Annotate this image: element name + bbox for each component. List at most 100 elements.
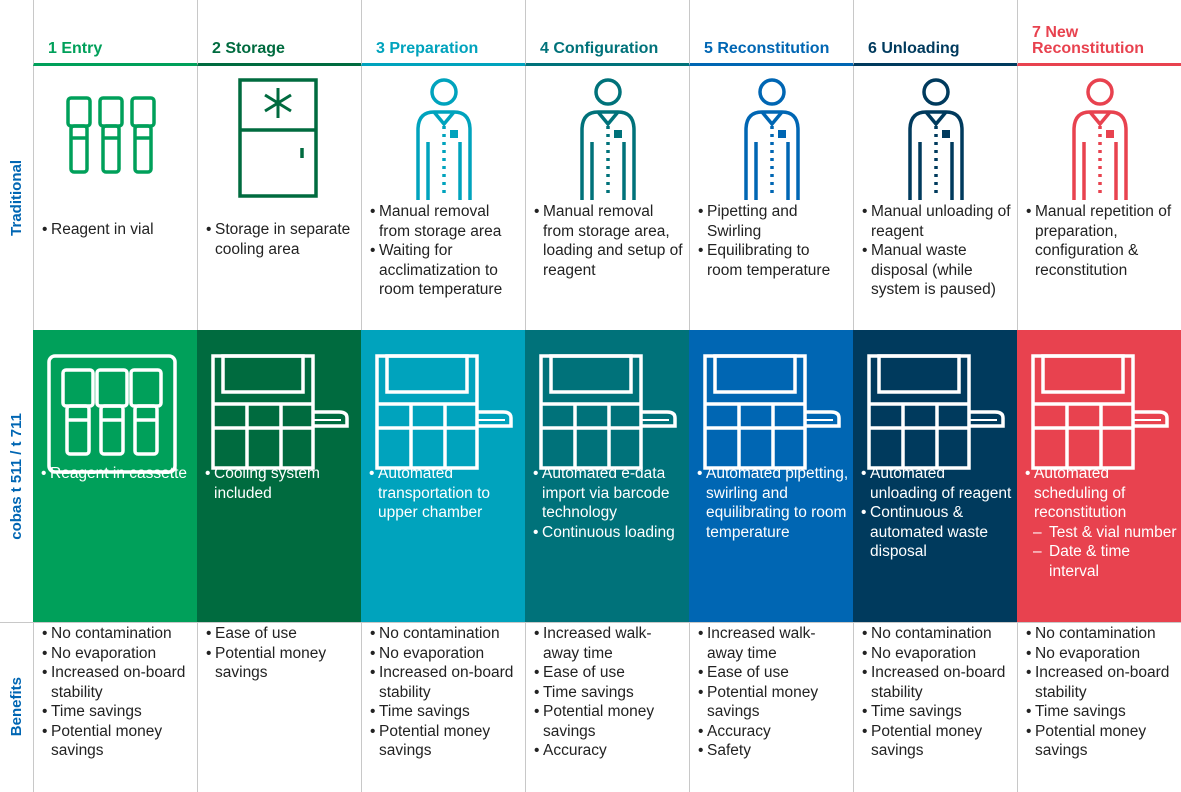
bullet-item: Time savings (370, 702, 521, 722)
sub-item: Date & time interval (1025, 542, 1177, 581)
bullet-item: Increased on-board stability (862, 663, 1013, 702)
bullet-item: Increased on-board stability (370, 663, 521, 702)
bullet-item: Time savings (534, 683, 685, 703)
bullet-item: Manual removal from storage area (370, 202, 521, 241)
bullet-list: No contaminationNo evaporationIncreased … (370, 624, 521, 761)
bullet-item: Pipetting and Swirling (698, 202, 849, 241)
bullet-list: Increased walk-away timeEase of useTime … (534, 624, 685, 761)
text-block: Automated e-data import via barcode tech… (533, 464, 685, 542)
bullet-list: Storage in separate cooling area (206, 220, 357, 259)
text-block: Automated pipetting, swirling and equili… (697, 464, 849, 542)
benefits-cell: No contaminationNo evaporationIncreased … (853, 622, 1017, 792)
icon (404, 78, 484, 207)
text-block: Automated scheduling of reconstitutionTe… (1025, 464, 1177, 581)
bullet-list: Manual removal from storage area, loadin… (534, 202, 685, 280)
traditional-cell: Pipetting and SwirlingEquilibrating to r… (689, 66, 853, 330)
benefits-cell: No contaminationNo evaporationIncreased … (361, 622, 525, 792)
text-block: Reagent in cassette (41, 464, 193, 484)
bullet-item: Time savings (862, 702, 1013, 722)
bullet-item: Reagent in vial (42, 220, 193, 240)
traditional-cell: Manual removal from storage areaWaiting … (361, 66, 525, 330)
icon (238, 78, 318, 203)
bullet-item: Accuracy (534, 741, 685, 761)
text-block: Manual removal from storage area, loadin… (534, 202, 685, 280)
cobas-cell: Cooling system included (197, 330, 361, 622)
bullet-item: Ease of use (206, 624, 357, 644)
bullet-list: Automated e-data import via barcode tech… (533, 464, 685, 542)
icon (62, 96, 162, 181)
bullet-item: Time savings (1026, 702, 1177, 722)
bullet-item: Storage in separate cooling area (206, 220, 357, 259)
cobas-cell: Automated unloading of reagentContinuous… (853, 330, 1017, 622)
cobas-cell: Reagent in cassette (33, 330, 197, 622)
benefits-cell: Ease of usePotential money savings (197, 622, 361, 792)
bullet-list: Manual removal from storage areaWaiting … (370, 202, 521, 300)
bullet-item: Reagent in cassette (41, 464, 193, 484)
column-header: 3 Preparation (361, 0, 525, 66)
bullet-item: Ease of use (698, 663, 849, 683)
text-block: Cooling system included (205, 464, 357, 503)
traditional-cell: Reagent in vial (33, 66, 197, 330)
sub-item: Test & vial number (1025, 523, 1177, 543)
traditional-cell: Manual repetition of preparation, config… (1017, 66, 1181, 330)
bullet-item: Potential money savings (1026, 722, 1177, 761)
column-header: 1 Entry (33, 0, 197, 66)
bullet-item: Automated e-data import via barcode tech… (533, 464, 685, 523)
bullet-item: Potential money savings (42, 722, 193, 761)
icon (896, 78, 976, 207)
bullet-list: Automated scheduling of reconstitutionTe… (1025, 464, 1177, 581)
bullet-item: No evaporation (1026, 644, 1177, 664)
bullet-item: No contamination (1026, 624, 1177, 644)
benefits-cell: No contaminationNo evaporationIncreased … (1017, 622, 1181, 792)
bullet-item: Manual unloading of reagent (862, 202, 1013, 241)
bullet-item: Continuous & automated waste disposal (861, 503, 1013, 562)
bullet-item: No contamination (42, 624, 193, 644)
bullet-item: Waiting for acclimatization to room temp… (370, 241, 521, 300)
cobas-cell: Automated e-data import via barcode tech… (525, 330, 689, 622)
row-label-rest: t 511 / t 711 (8, 412, 25, 492)
bullet-item: Potential money savings (698, 683, 849, 722)
icon (1060, 78, 1140, 207)
icon (732, 78, 812, 207)
column-header: 6 Unloading (853, 0, 1017, 66)
bullet-list: Ease of usePotential money savings (206, 624, 357, 683)
benefits-cell: No contaminationNo evaporationIncreased … (33, 622, 197, 792)
bullet-item: Accuracy (698, 722, 849, 742)
bullet-list: No contaminationNo evaporationIncreased … (862, 624, 1013, 761)
text-block: Automated unloading of reagentContinuous… (861, 464, 1013, 562)
bullet-item: Automated pipetting, swirling and equili… (697, 464, 849, 542)
bullet-item: Manual repetition of preparation, config… (1026, 202, 1177, 280)
bullet-item: Safety (698, 741, 849, 761)
cobas-cell: Automated pipetting, swirling and equili… (689, 330, 853, 622)
bullet-item: No contamination (862, 624, 1013, 644)
column-header: 2 Storage (197, 0, 361, 66)
icon (47, 354, 177, 479)
bullet-item: Time savings (42, 702, 193, 722)
column-header: 7 New Reconstitution (1017, 0, 1181, 66)
row-label-wrap: cobas t 511 / t 711 (0, 330, 33, 622)
bullet-item: Increased on-board stability (1026, 663, 1177, 702)
icon (375, 354, 515, 475)
text-block: Reagent in vial (42, 220, 193, 240)
bullet-item: Increased on-board stability (42, 663, 193, 702)
benefits-cell: Increased walk-away timeEase of usePoten… (689, 622, 853, 792)
row-label: cobas t 511 / t 711 (8, 413, 25, 540)
bullet-item: Equilibrating to room temperature (698, 241, 849, 280)
column-header: 5 Reconstitution (689, 0, 853, 66)
bullet-item: No contamination (370, 624, 521, 644)
bullet-list: No contaminationNo evaporationIncreased … (1026, 624, 1177, 761)
text-block: Automated transportation to upper chambe… (369, 464, 521, 523)
bullet-list: Automated unloading of reagentContinuous… (861, 464, 1013, 562)
bullet-list: Automated transportation to upper chambe… (369, 464, 521, 523)
bullet-item: Automated unloading of reagent (861, 464, 1013, 503)
row-label: Traditional (8, 160, 25, 236)
bullet-list: Automated pipetting, swirling and equili… (697, 464, 849, 542)
bullet-list: Reagent in cassette (41, 464, 193, 484)
bullet-item: No evaporation (42, 644, 193, 664)
icon (539, 354, 679, 475)
icon (211, 354, 351, 475)
bullet-item: Ease of use (534, 663, 685, 683)
text-block: Pipetting and SwirlingEquilibrating to r… (698, 202, 849, 280)
bullet-list: Pipetting and SwirlingEquilibrating to r… (698, 202, 849, 280)
bullet-list: Cooling system included (205, 464, 357, 503)
